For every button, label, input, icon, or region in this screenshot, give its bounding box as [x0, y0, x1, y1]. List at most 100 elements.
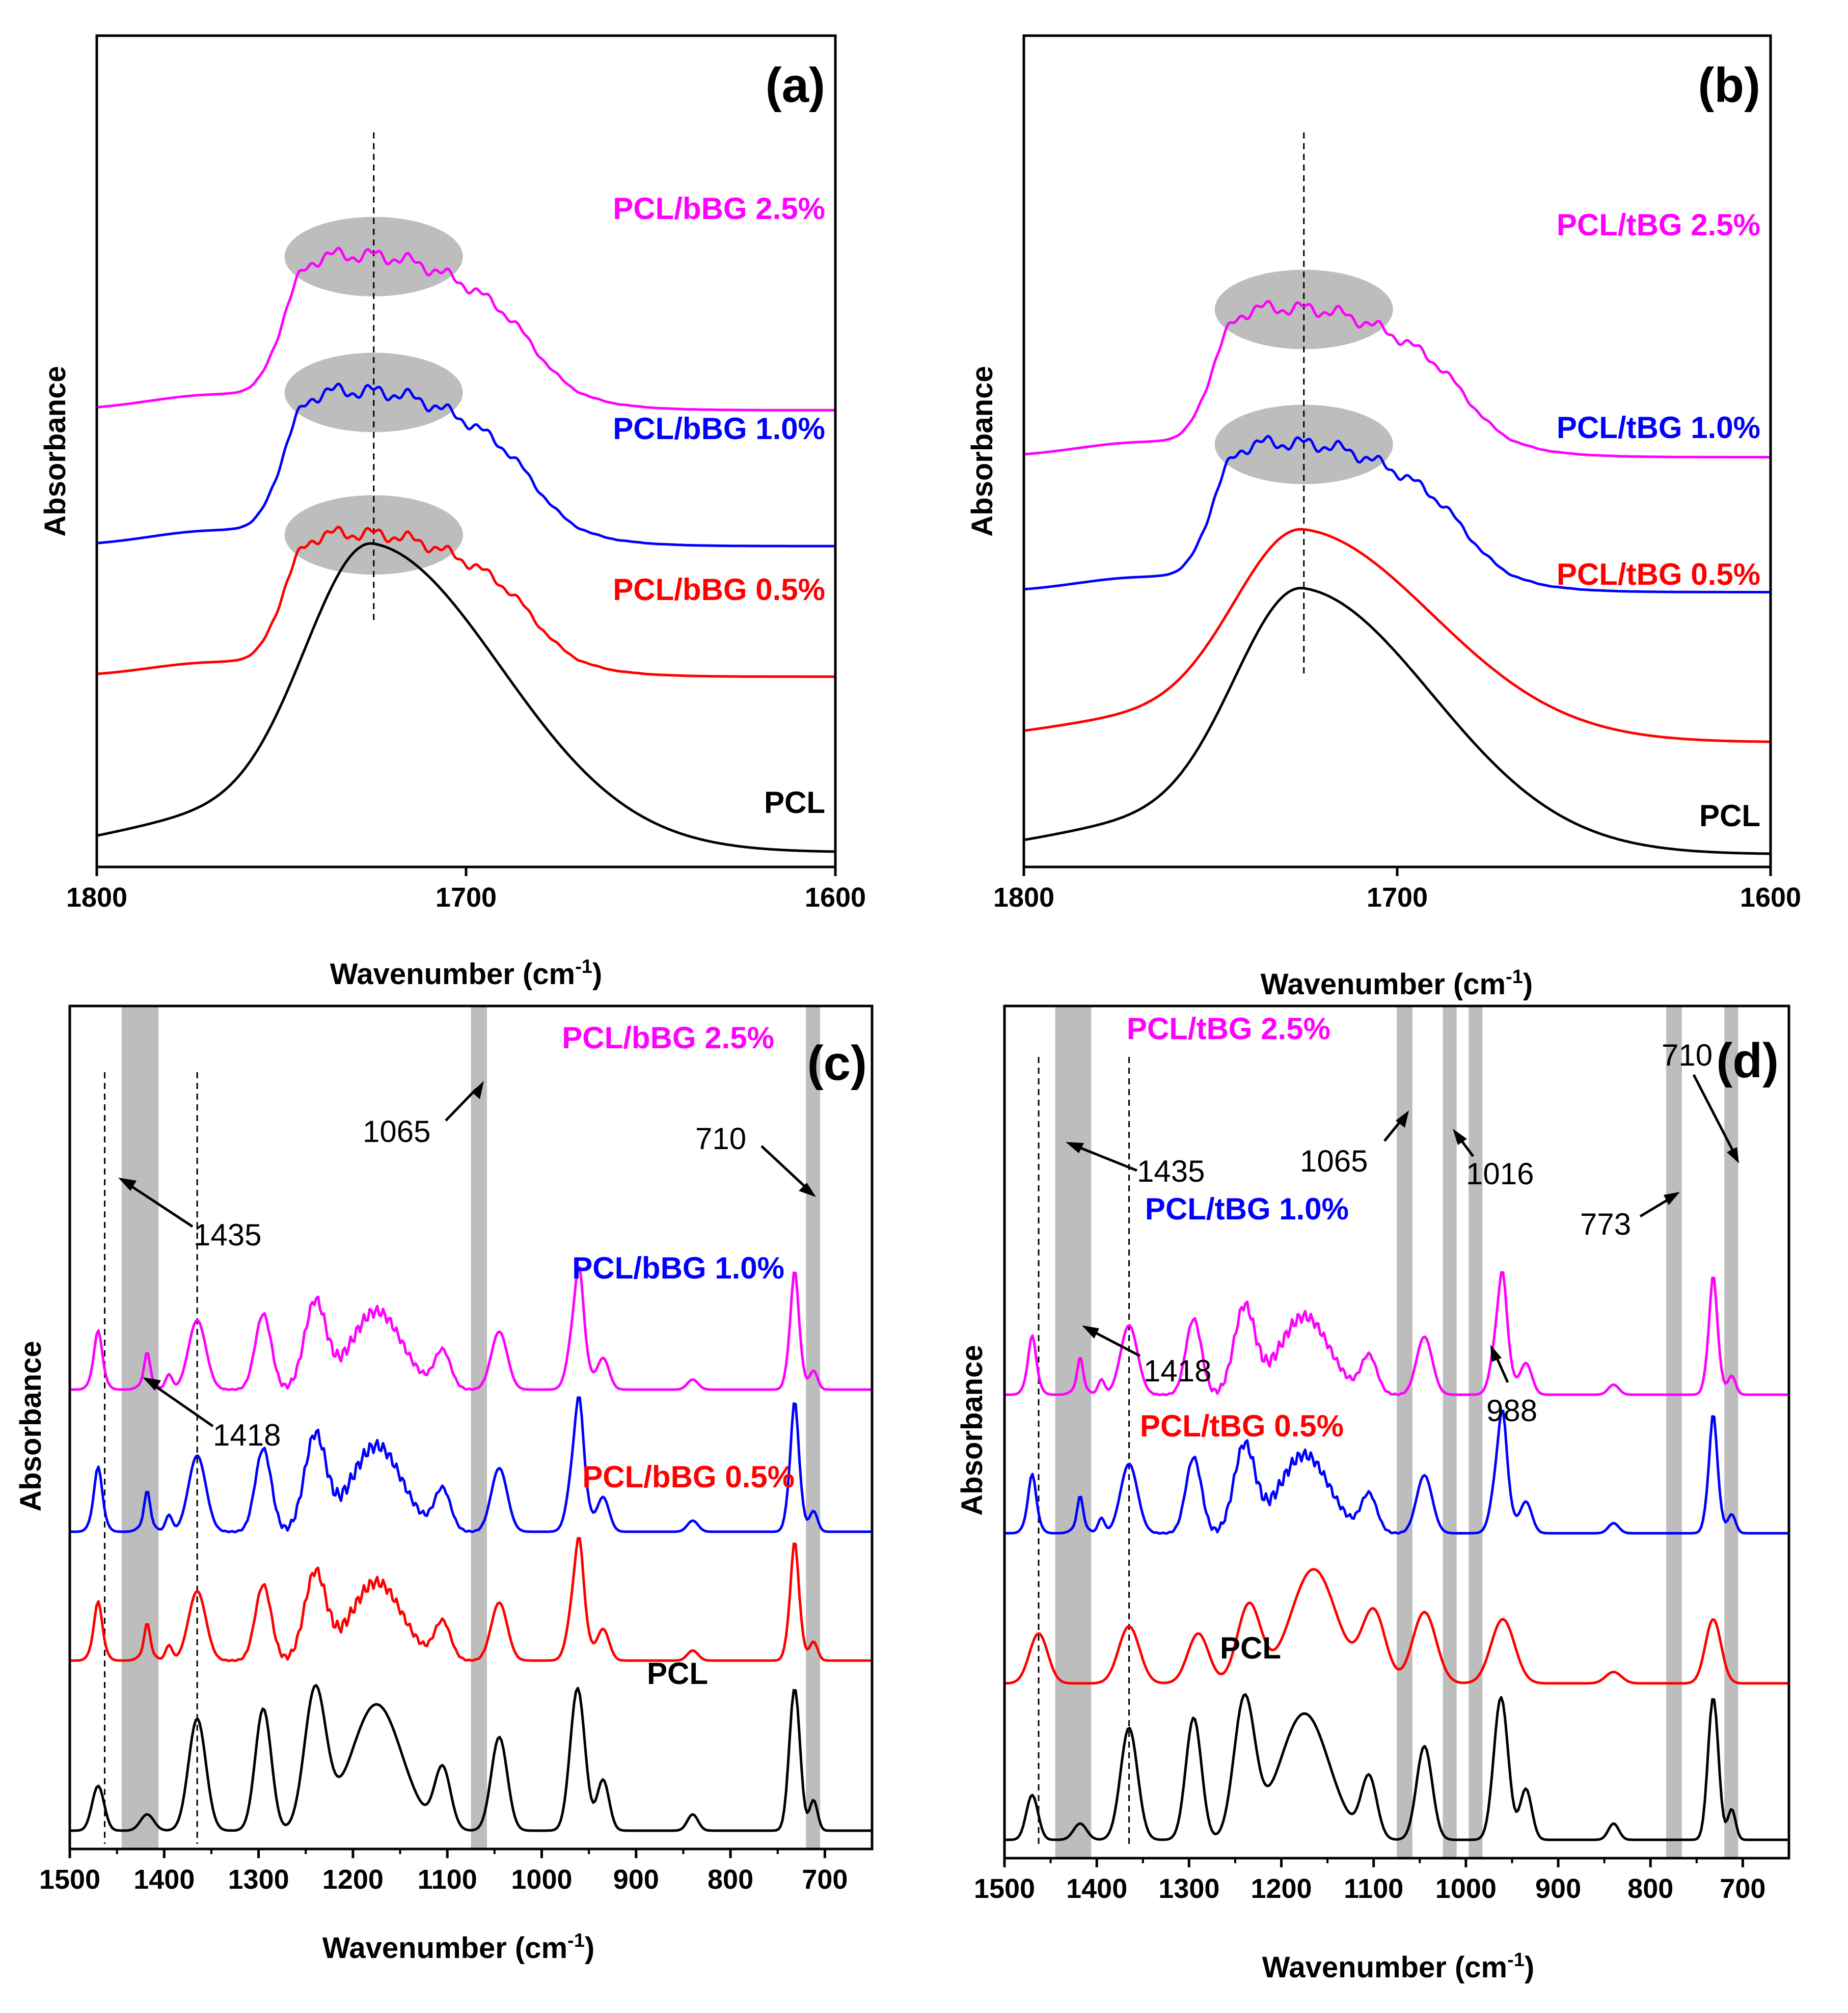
annotation-arrows [127, 1088, 808, 1428]
shaded-band-783 [1666, 1007, 1682, 1857]
series-curve-pcl [96, 542, 836, 853]
x-tick-label-1700: 1700 [1367, 882, 1428, 913]
x-label-close: ) [585, 1932, 594, 1965]
arrow-1418 [152, 1383, 214, 1428]
series-label-pcl: PCL/bBG 2.5% [613, 192, 825, 226]
arrow-1435 [1075, 1145, 1137, 1172]
arrowhead-1418 [1082, 1325, 1099, 1339]
series-curve-pcl-bbg-0-5 [96, 526, 835, 678]
x-tick-label-700: 700 [802, 1864, 848, 1895]
arrowhead-1065 [472, 1081, 484, 1099]
x-tick-label-900: 900 [1535, 1873, 1581, 1904]
panel-a: 1800 1700 1600 (a) PCL/bBG 2.5% PCL/bBG 1.… [39, 34, 866, 991]
x-tick-label-1800: 1800 [66, 882, 127, 913]
panel-b-y-label: Absorbance [966, 366, 999, 536]
x-tick-label-1500: 1500 [974, 1873, 1035, 1904]
panel-b-frame [1022, 34, 1772, 868]
x-tick-label-1800: 1800 [993, 882, 1054, 913]
x-tick-label-900: 900 [613, 1864, 659, 1895]
x-label-sup: -1 [1506, 966, 1523, 988]
annotation-1418: 1418 [1144, 1354, 1211, 1388]
shaded-band-1445 [121, 1007, 159, 1848]
shaded-band-1075 [1397, 1007, 1412, 1857]
x-tick-label-1700: 1700 [436, 882, 497, 913]
shaded-band-997 [1469, 1007, 1483, 1857]
panel-b: 1800 1700 1600 (b) PCL/tBG 2.5% PCL/tBG 1.… [966, 34, 1801, 1001]
series-label-pcl: PCL/bBG 0.5% [613, 573, 825, 607]
annotation-arrowheads [1066, 1110, 1739, 1362]
arrowhead-710 [1727, 1147, 1739, 1163]
x-label-sup: -1 [575, 956, 592, 977]
x-tick-label-800: 800 [708, 1864, 753, 1895]
arrowhead-1435 [118, 1178, 137, 1191]
panel-a-frame [95, 34, 837, 868]
x-tick-label-700: 700 [1720, 1873, 1765, 1904]
arrow-1435 [127, 1183, 194, 1228]
series-label-pcl: PCL/bBG 1.0% [572, 1251, 784, 1285]
x-tick-label-1200: 1200 [1251, 1873, 1312, 1904]
panel-d-label: (d) [1716, 1033, 1779, 1088]
arrow-710 [1692, 1074, 1736, 1155]
highlight-ellipse [284, 216, 463, 296]
panel-d: 1500 1400 1300 1200 1100 1000 900 800 700 (d) PC… [956, 1004, 1790, 1984]
series-label-pcl: PCL [764, 785, 825, 820]
panel-c-y-label: Absorbance [14, 1341, 47, 1511]
series-label-pcl: PCL [1220, 1631, 1281, 1665]
series-curve-pcl-bbg-0-5 [70, 1537, 872, 1663]
series-label-pcl: PCL/tBG 2.5% [1127, 1012, 1330, 1046]
x-label-close: ) [592, 958, 602, 991]
series-curve-pcl-tbg-1-0 [1004, 1409, 1789, 1535]
x-label-sup: -1 [1507, 1949, 1525, 1971]
series-curve-pcl-bbg-1-0 [96, 383, 835, 548]
x-tick-label-1000: 1000 [1435, 1873, 1497, 1904]
arrow-710 [760, 1145, 808, 1190]
x-tick-label-1300: 1300 [1158, 1873, 1219, 1904]
panel-a-y-label: Absorbance [39, 366, 72, 536]
shaded-band-720 [1724, 1007, 1738, 1857]
annotation-1065: 1065 [1300, 1144, 1368, 1178]
panel-a-x-label: Wavenumber (cm-1) [330, 956, 602, 991]
annotation-1016: 1016 [1466, 1157, 1534, 1191]
x-label-close: ) [1523, 968, 1533, 1001]
series-label-pcl: PCL/bBG 0.5% [582, 1460, 795, 1494]
series-curve-pcl-tbg-2-5 [1004, 1271, 1789, 1397]
x-tick-label-1500: 1500 [39, 1864, 100, 1895]
annotation-arrowheads [118, 1081, 816, 1391]
annotation-710: 710 [1662, 1038, 1713, 1072]
x-label-close: ) [1525, 1951, 1534, 1984]
x-tick-label-1100: 1100 [418, 1864, 477, 1895]
annotation-1065: 1065 [363, 1114, 430, 1149]
arrowhead-1418 [143, 1377, 161, 1391]
series-curve-pcl [1023, 587, 1771, 855]
x-label-sup: -1 [567, 1930, 585, 1951]
arrow-1065 [1383, 1119, 1403, 1142]
annotation-773: 773 [1580, 1207, 1631, 1241]
shaded-band-1075 [471, 1007, 487, 1848]
series-curve-pcl-tbg-2-5 [1023, 300, 1771, 458]
x-tick-label-1200: 1200 [322, 1864, 384, 1895]
x-tick-label-1100: 1100 [1344, 1873, 1403, 1904]
series-label-pcl: PCL/tBG 1.0% [1557, 411, 1760, 445]
annotation-1418: 1418 [213, 1418, 281, 1452]
annotation-1435: 1435 [1137, 1154, 1205, 1188]
panel-c: 1500 1400 1300 1200 1100 1000 900 800 700 (c) PC… [14, 1004, 874, 1965]
annotation-710: 710 [695, 1122, 746, 1156]
series-curve-pcl [1004, 1693, 1789, 1841]
arrowhead-710 [799, 1183, 816, 1197]
series-curve-pcl-bbg-1-0 [70, 1396, 872, 1534]
panel-c-label: (c) [807, 1036, 867, 1091]
arrow-1065 [445, 1088, 477, 1122]
x-tick-label-1300: 1300 [228, 1864, 289, 1895]
x-tick-label-1400: 1400 [133, 1864, 195, 1895]
panel-c-x-label: Wavenumber (cm-1) [322, 1930, 594, 1965]
shaded-band-1445 [1055, 1007, 1092, 1857]
annotation-1435: 1435 [194, 1218, 261, 1252]
annotation-988: 988 [1486, 1394, 1537, 1428]
panel-c-frame [68, 1004, 874, 1851]
panel-d-frame [1003, 1004, 1790, 1860]
series-label-pcl: PCL/bBG 2.5% [562, 1021, 774, 1055]
series-curve-pcl [70, 1684, 872, 1832]
arrowhead-773 [1664, 1192, 1680, 1205]
x-tick-label-1000: 1000 [511, 1864, 572, 1895]
